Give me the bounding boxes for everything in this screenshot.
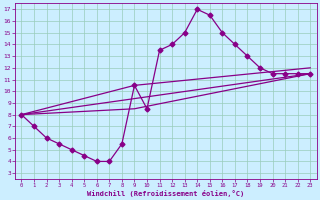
X-axis label: Windchill (Refroidissement éolien,°C): Windchill (Refroidissement éolien,°C): [87, 190, 244, 197]
